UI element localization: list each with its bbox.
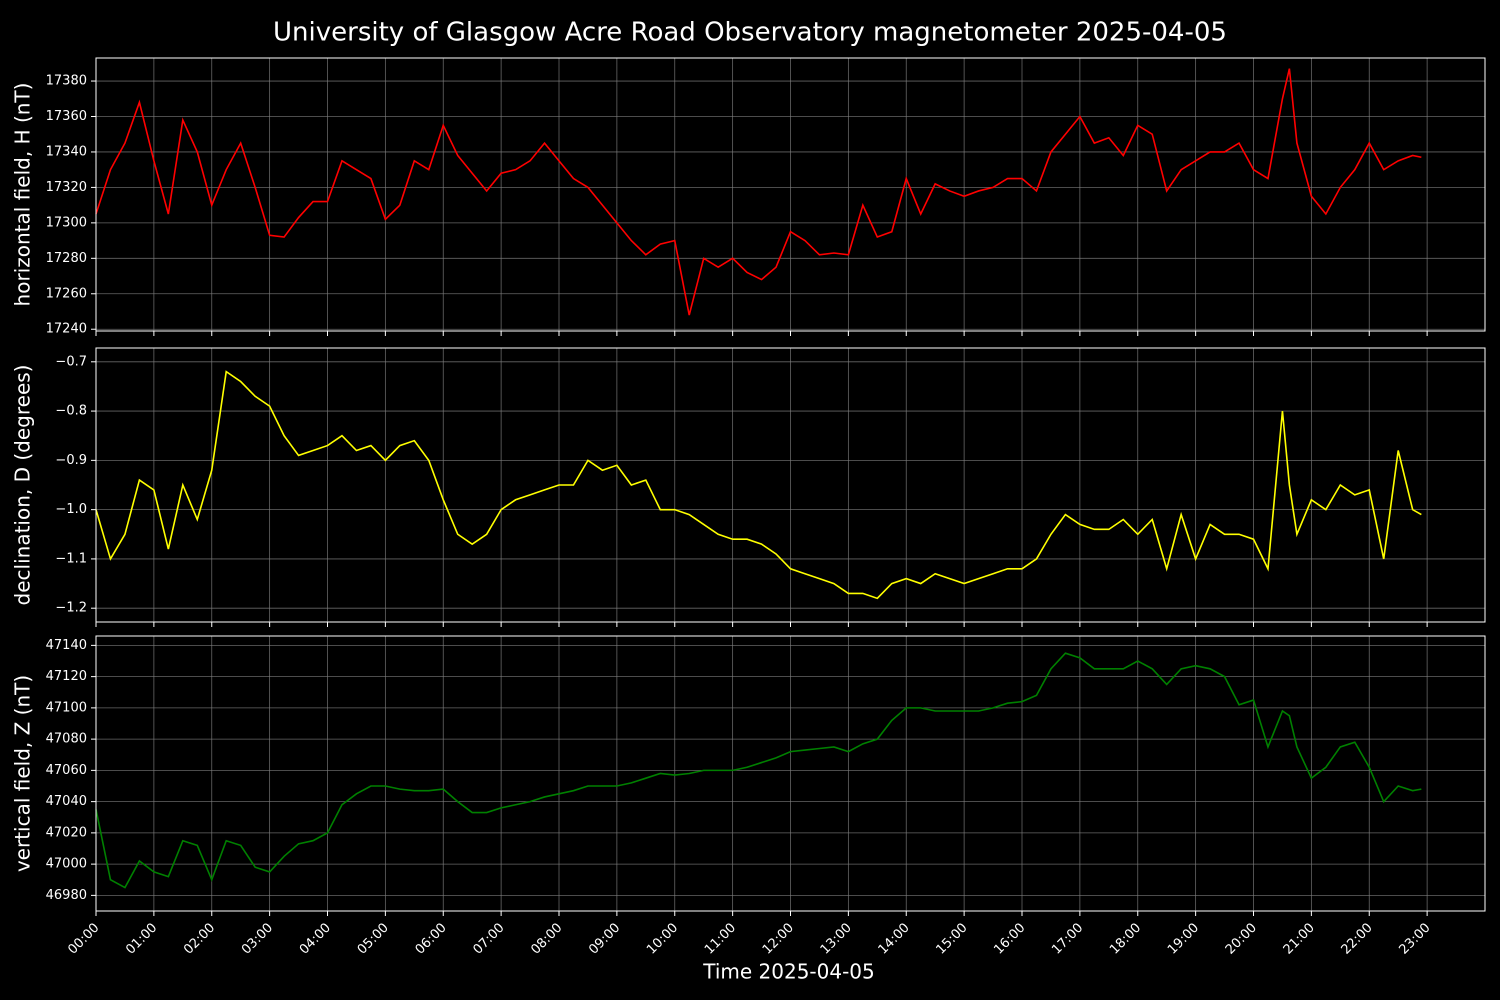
y-tick-label: −1.2 bbox=[55, 601, 87, 616]
y-tick-label: 17240 bbox=[46, 322, 87, 337]
plot-frame bbox=[95, 635, 1486, 912]
y-tick-label: 47020 bbox=[46, 825, 87, 840]
chart-title: University of Glasgow Acre Road Observat… bbox=[273, 18, 1227, 48]
y-tick-label: 17280 bbox=[46, 251, 87, 266]
y-tick-label: 47060 bbox=[46, 763, 87, 778]
y-tick-label: 17340 bbox=[46, 144, 87, 159]
y-tick-label: −1.1 bbox=[55, 551, 87, 566]
data-line bbox=[95, 652, 1422, 889]
y-tick-label: −1.0 bbox=[55, 502, 87, 517]
y-tick-label: 17300 bbox=[46, 215, 87, 230]
y-tick-label: 47000 bbox=[46, 857, 87, 872]
plot-frame bbox=[95, 347, 1486, 623]
y-tick-label: 17320 bbox=[46, 180, 87, 195]
y-tick-label: −0.7 bbox=[55, 354, 87, 369]
y-tick-label: 47080 bbox=[46, 732, 87, 747]
y-tick-label: −0.8 bbox=[55, 404, 87, 419]
y-axis-label: vertical field, Z (nT) bbox=[11, 675, 35, 872]
x-axis-label: Time 2025-04-05 bbox=[702, 960, 875, 984]
data-line bbox=[95, 68, 1422, 316]
y-tick-label: −0.9 bbox=[55, 453, 87, 468]
y-tick-label: 17260 bbox=[46, 286, 87, 301]
y-axis-label: horizontal field, H (nT) bbox=[11, 83, 35, 307]
y-tick-label: 17380 bbox=[46, 74, 87, 89]
y-axis-label: declination, D (degrees) bbox=[11, 365, 35, 606]
y-tick-label: 47140 bbox=[46, 638, 87, 653]
y-tick-label: 46980 bbox=[46, 888, 87, 903]
y-tick-label: 47100 bbox=[46, 700, 87, 715]
y-tick-label: 47040 bbox=[46, 794, 87, 809]
data-line bbox=[95, 370, 1422, 600]
y-tick-label: 47120 bbox=[46, 669, 87, 684]
plot-frame bbox=[95, 57, 1486, 332]
y-tick-label: 17360 bbox=[46, 109, 87, 124]
